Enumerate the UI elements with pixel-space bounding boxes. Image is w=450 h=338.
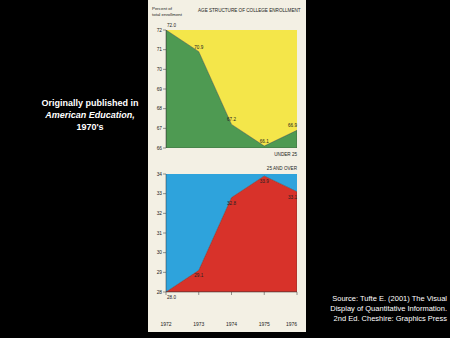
plot-area	[166, 174, 297, 292]
y-tick	[163, 272, 166, 273]
slide: Originally published in American Educatio…	[0, 0, 450, 338]
data-label: 66.9	[288, 123, 297, 128]
data-label: 33.1	[288, 195, 297, 200]
y-tick-label: 34	[157, 172, 163, 177]
y-tick	[163, 174, 166, 175]
source-line: Display of Quantitative Information.	[330, 304, 447, 313]
x-tick-label: 1973	[193, 321, 204, 327]
background	[0, 0, 450, 338]
y-tick-label: 72	[157, 28, 163, 33]
area	[166, 176, 297, 292]
title: AGE STRUCTURE OF COLLEGE ENROLLMENT	[198, 8, 301, 13]
y-tick	[163, 30, 166, 31]
area	[166, 30, 297, 148]
y-tick-label: 66	[157, 146, 163, 151]
x-tick-label: 1975	[259, 321, 270, 327]
y-tick-label: 68	[157, 106, 163, 111]
y-tick	[163, 108, 166, 109]
y-tick	[163, 49, 166, 50]
y-tick	[163, 213, 166, 214]
x-tick-label: 1972	[160, 321, 171, 327]
y-tick-label: 71	[157, 47, 163, 52]
y-tick	[163, 292, 166, 293]
y-tick-label: 32	[157, 211, 163, 216]
y-tick	[163, 193, 166, 194]
data-label: 66.1	[260, 139, 269, 144]
caption-line: American Education,	[44, 110, 135, 120]
y-tick	[163, 128, 166, 129]
y-tick	[163, 69, 166, 70]
source-line: Source: Tufte E. (2001) The Visual	[332, 294, 447, 303]
data-label: 28.0	[167, 295, 176, 300]
y-tick-label: 29	[157, 270, 163, 275]
data-label: 70.9	[194, 45, 203, 50]
y-tick-label: 70	[157, 67, 163, 72]
chart-paper	[148, 0, 306, 332]
x-tick	[231, 292, 232, 295]
x-tick	[297, 292, 298, 295]
x-tick-label: 1974	[226, 321, 237, 327]
caption-line: 1970's	[76, 122, 103, 132]
panel: 28.0 29.1 32.8 33.9 33.1 25 AND OVER 28 29 30 31 3…	[157, 166, 298, 327]
y-axis-label: Percent of	[152, 6, 173, 11]
y-axis-label: total enrollment	[152, 12, 183, 17]
y-tick-label: 33	[157, 191, 163, 196]
y-tick	[163, 252, 166, 253]
data-label: 67.2	[227, 117, 236, 122]
y-tick	[163, 233, 166, 234]
data-label: 32.8	[227, 201, 236, 206]
data-label: 72.0	[167, 23, 176, 28]
series-label: UNDER 25	[274, 152, 297, 157]
y-tick-label: 67	[157, 126, 163, 131]
x-tick	[264, 292, 265, 295]
plot-area	[166, 30, 297, 148]
x-tick	[166, 292, 167, 295]
caption-line: Originally published in	[41, 98, 138, 108]
y-tick	[163, 148, 166, 149]
data-label: 29.1	[194, 273, 203, 278]
x-tick-label: 1976	[286, 321, 297, 327]
panel: AGE STRUCTURE OF COLLEGE ENROLLMENT Perce…	[152, 6, 301, 157]
upper-fill	[166, 174, 297, 292]
y-tick-label: 30	[157, 250, 163, 255]
y-tick	[163, 89, 166, 90]
series-label: 25 AND OVER	[267, 166, 298, 171]
source-line: 2nd Ed. Cheshire: Graphics Press	[334, 314, 448, 323]
data-label: 33.9	[260, 179, 269, 184]
x-tick	[198, 292, 199, 295]
y-tick-label: 69	[157, 87, 163, 92]
y-tick-label: 28	[157, 290, 163, 295]
y-tick-label: 31	[157, 231, 163, 236]
